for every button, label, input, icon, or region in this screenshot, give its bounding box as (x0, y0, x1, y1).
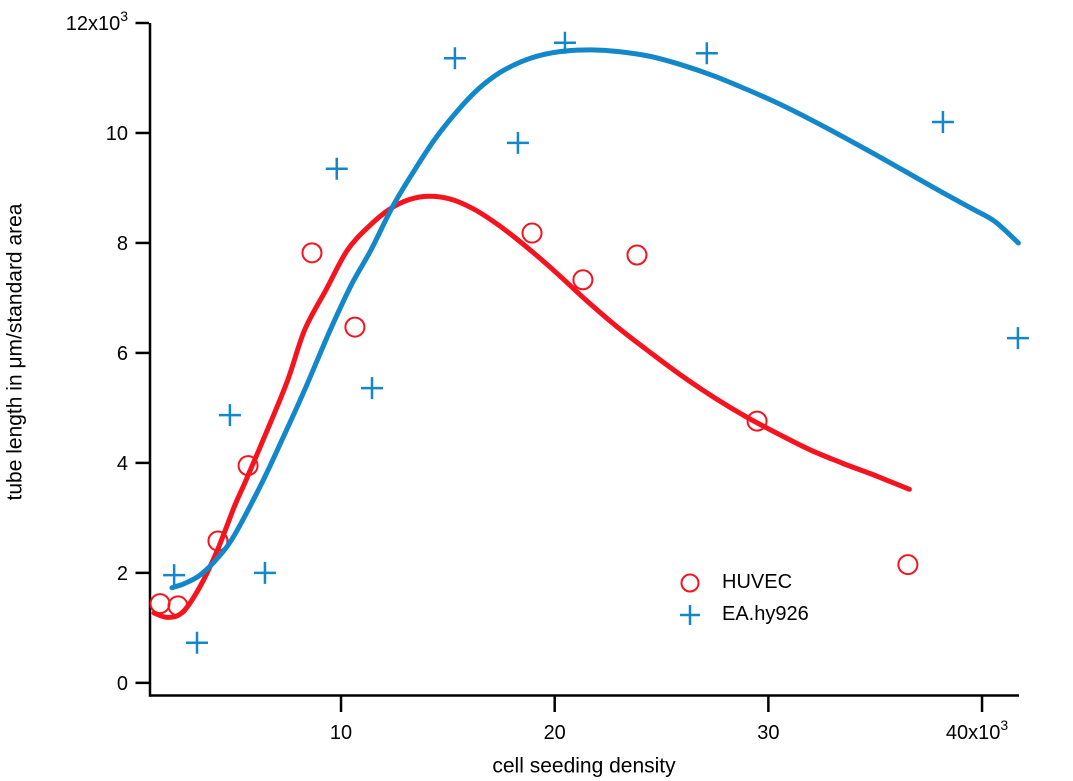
y-tick-label: 10 (106, 123, 128, 145)
data-point-eahy926 (506, 131, 529, 154)
data-point-huvec (746, 410, 768, 432)
y-tick-label: 4 (117, 453, 128, 475)
data-point-eahy926 (218, 404, 241, 427)
x-tick-label: 40x103 (946, 717, 1009, 744)
data-point-eahy926 (361, 377, 384, 400)
y-tick-label: 2 (117, 563, 128, 585)
data-point-eahy926 (253, 561, 276, 584)
x-tick-label: 10 (330, 722, 352, 744)
legend-label-eahy926: EA.hy926 (722, 603, 809, 625)
legend: HUVEC EA.hy926 (676, 569, 809, 628)
x-axis-title: cell seeding density (492, 754, 676, 778)
y-axis-title: tube length in μm/standard area (3, 203, 27, 501)
y-tick-label: 8 (117, 233, 128, 255)
data-point-eahy926 (931, 110, 954, 133)
y-tick-label: 12x103 (66, 8, 129, 35)
x-tick-label: 30 (757, 722, 779, 744)
data-point-huvec (572, 269, 594, 291)
legend-item-eahy926: EA.hy926 (676, 601, 809, 628)
x-tick-label: 20 (544, 722, 566, 744)
legend-plus-marker-icon (680, 604, 700, 625)
data-point-eahy926 (695, 42, 718, 65)
data-point-huvec (897, 554, 919, 576)
data-point-huvec (149, 593, 171, 615)
data-point-huvec (626, 244, 648, 266)
y-tick-label: 6 (117, 343, 128, 365)
legend-label-huvec: HUVEC (722, 571, 793, 593)
legend-circle-marker-icon (680, 573, 700, 592)
y-tick-label: 0 (117, 673, 128, 695)
data-point-eahy926 (186, 631, 209, 654)
data-point-huvec (521, 222, 543, 244)
data-point-huvec (344, 316, 366, 338)
data-point-eahy926 (1006, 327, 1029, 350)
fit-curve-huvec (151, 193, 912, 620)
data-point-eahy926 (443, 47, 466, 70)
legend-item-huvec: HUVEC (676, 569, 809, 596)
data-point-eahy926 (163, 564, 186, 587)
fit-curve-eahy926 (169, 47, 1021, 591)
data-point-huvec (301, 242, 323, 264)
data-point-eahy926 (325, 157, 348, 180)
